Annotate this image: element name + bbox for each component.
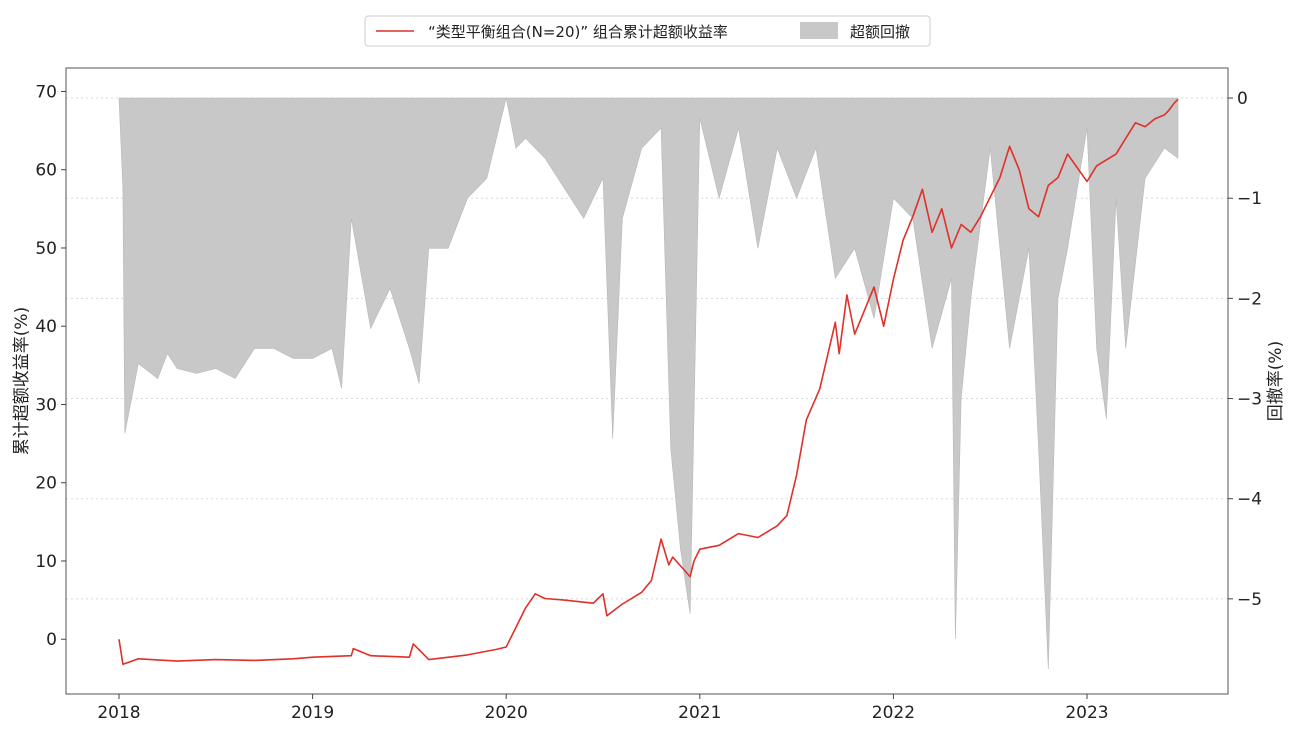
left-tick-label: 40 [35, 317, 57, 337]
left-tick-label: 30 [35, 395, 57, 415]
right-tick-label: 0 [1237, 89, 1248, 109]
plot-frame [65, 67, 1229, 695]
right-axis-ticks: 0 −1 −2 −3 −4 −5 [1228, 89, 1262, 610]
left-tick-label: 60 [35, 161, 57, 181]
right-tick-label: −3 [1237, 390, 1262, 410]
left-axis-title: 累计超额收益率(%) [12, 307, 32, 455]
left-tick-label: 20 [35, 474, 57, 494]
left-axis-ticks: 0 10 20 30 40 50 60 70 [35, 82, 66, 650]
x-tick-label: 2019 [291, 703, 334, 723]
right-tick-label: −4 [1237, 490, 1262, 510]
drawdown-area-layer [118, 97, 1179, 669]
right-tick-label: −1 [1237, 189, 1262, 209]
right-tick-label: −2 [1237, 289, 1262, 309]
left-tick-label: 10 [35, 552, 57, 572]
legend-label-excess-return: “类型平衡组合(N=20)” 组合累计超额收益率 [428, 23, 728, 41]
x-tick-label: 2020 [485, 703, 528, 723]
x-tick-label: 2023 [1065, 703, 1108, 723]
right-axis-title: 回撤率(%) [1266, 341, 1286, 421]
x-tick-label: 2018 [97, 703, 140, 723]
legend-area-swatch [800, 22, 838, 39]
drawdown-area [118, 97, 1179, 669]
legend-label-drawdown: 超额回撤 [850, 23, 910, 41]
right-tick-label: −5 [1237, 590, 1262, 610]
excess-return-line [118, 98, 1179, 666]
legend: “类型平衡组合(N=20)” 组合累计超额收益率 超额回撤 [364, 15, 931, 47]
excess-return-line-layer [118, 98, 1179, 666]
left-tick-label: 0 [46, 630, 57, 650]
legend-box [364, 15, 931, 47]
x-tick-label: 2022 [872, 703, 915, 723]
x-tick-label: 2021 [678, 703, 721, 723]
left-tick-label: 50 [35, 239, 57, 259]
left-tick-label: 70 [35, 82, 57, 102]
x-axis-ticks: 2018 2019 2020 2021 2022 2023 [97, 694, 1109, 723]
